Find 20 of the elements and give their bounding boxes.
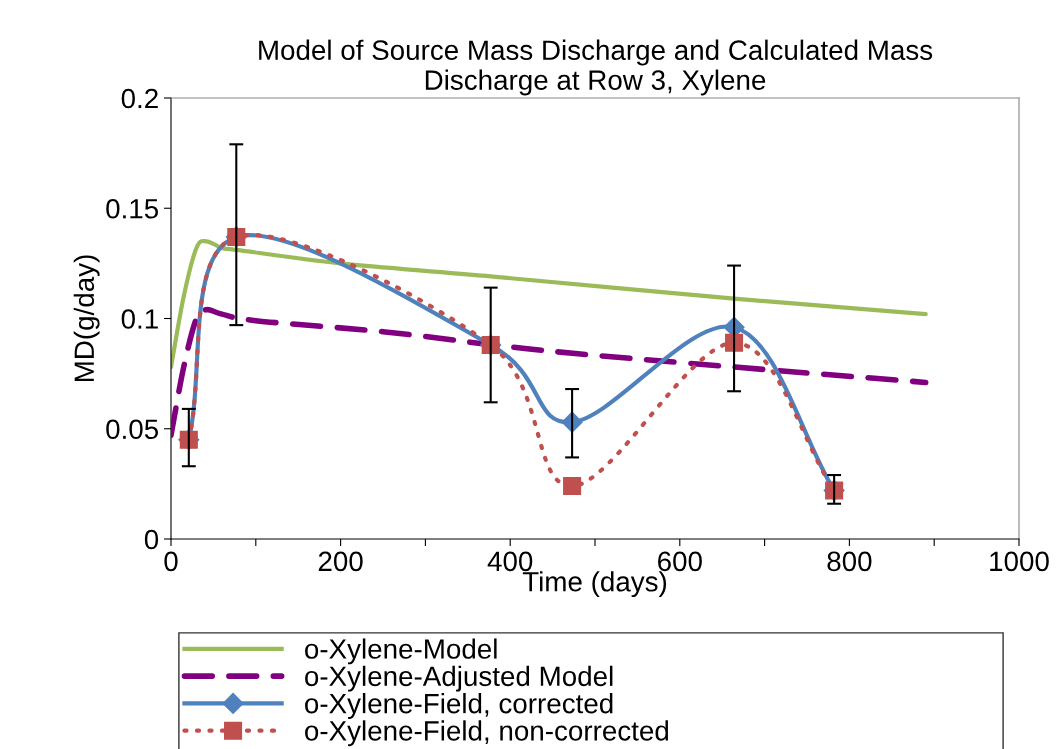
y-tick-label: 0.15 [106,198,159,219]
y-axis-title: MD(g/day) [73,255,100,382]
chart-title: Model of Source Mass Discharge and Calculated Mass Discharge at Row 3, Xylene [259,39,933,96]
x-tick-label: 400 [487,551,533,572]
y-tick-label: 0.05 [106,419,159,440]
x-tick-label: 1000 [990,551,1049,572]
y-tick-label: 0.2 [121,88,158,109]
point [563,477,582,496]
x-tick-label: 600 [658,551,702,572]
x-tick-label: 200 [318,551,363,572]
x-tick-label: 0 [164,551,178,572]
legend-label: o-Xylene-Model [305,638,497,665]
x-axis-title: Time (days) [522,571,667,598]
y-tick-label: 0 [144,529,159,550]
legend-label: o-Xylene-Adjusted Model [305,665,613,692]
line-series [171,239,928,370]
y-tick-label: 0.1 [121,309,158,329]
x-tick-label: 800 [827,551,872,572]
legend-label: o-Xylene-Field, corrected [305,693,613,719]
legend-label: o-Xylene-Field, non-corrected [305,720,669,747]
